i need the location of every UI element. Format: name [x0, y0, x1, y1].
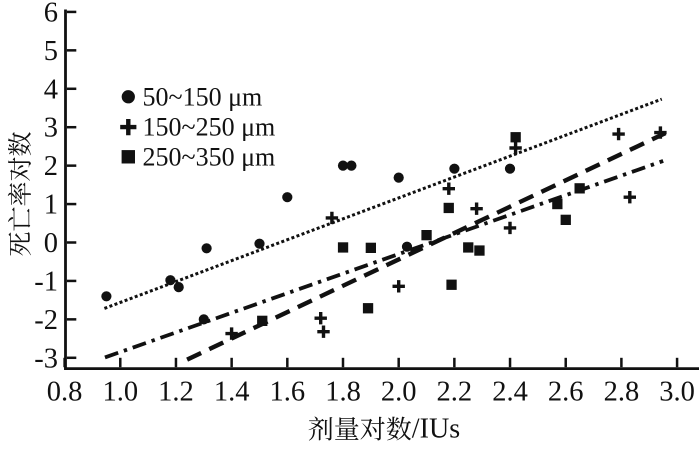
data-point-plus — [392, 280, 405, 293]
data-point-circle — [504, 163, 516, 174]
data-point-square — [463, 242, 474, 253]
y-axis-title-group — [7, 132, 31, 256]
data-point-square — [337, 242, 349, 253]
cjk-glyph — [7, 182, 31, 206]
data-point-square — [574, 183, 585, 194]
data-point-plus — [623, 191, 636, 204]
x-tick-label: 2.6 — [548, 377, 584, 408]
x-tick-label: 2.4 — [492, 377, 528, 408]
data-point-square — [443, 202, 454, 214]
data-point-square — [510, 132, 521, 143]
latin-text: /IUs — [412, 413, 460, 444]
series-plus — [225, 126, 667, 340]
x-tick-label: 3.0 — [659, 377, 695, 408]
cjk-glyph — [8, 132, 31, 156]
data-point-circle — [346, 160, 357, 171]
x-tick-label: 1.0 — [102, 377, 138, 408]
x-tick-label: 1.4 — [214, 377, 250, 408]
legend-label: 50~150 μm — [143, 82, 263, 111]
y-tick-label: 2 — [44, 151, 58, 182]
data-point-plus — [317, 325, 330, 338]
y-tick-label: 4 — [44, 74, 58, 105]
data-point-circle — [393, 172, 404, 183]
data-point-plus — [503, 221, 517, 235]
x-axis-title: /IUs — [308, 413, 460, 444]
axes: 0.8 1.0 1.2 1.4 1.6 1.8 2.0 2.2 2.4 2.6 2.8 3.0 -3 -2… — [34, 0, 699, 408]
y-tick-label: -2 — [34, 305, 58, 336]
data-point-plus — [314, 312, 327, 325]
legend-marker-square — [121, 150, 135, 164]
series-circle — [101, 160, 516, 325]
trend-line-dash-dot — [104, 159, 664, 360]
data-point-circle — [254, 238, 265, 249]
trend-line-dotted — [103, 97, 663, 310]
data-point-circle — [198, 314, 209, 325]
y-tick-label: 1 — [44, 190, 58, 221]
data-point-plus — [442, 182, 455, 195]
cjk-glyph — [386, 416, 412, 441]
legend-marker-plus — [120, 119, 137, 136]
data-point-square — [365, 242, 376, 253]
data-point-square — [552, 198, 563, 210]
x-tick-label: 2.2 — [437, 377, 473, 408]
legend-item: 50~150 μm — [121, 82, 263, 111]
data-point-plus — [612, 127, 625, 141]
data-point-circle — [201, 243, 212, 254]
cjk-glyph — [8, 157, 31, 181]
data-point-square — [421, 230, 432, 241]
data-point-circle — [401, 241, 413, 252]
data-point-plus — [225, 327, 238, 340]
y-tick-label: 5 — [44, 36, 58, 67]
x-tick-label: 0.8 — [47, 377, 83, 408]
data-points — [101, 126, 667, 340]
x-tick-label: 2.8 — [604, 377, 640, 408]
data-point-plus — [470, 202, 483, 215]
legend-label: 250~350 μm — [143, 142, 276, 171]
cjk-glyph — [308, 416, 333, 441]
data-point-square — [560, 214, 571, 225]
cjk-glyph — [8, 232, 31, 256]
legend-item: 150~250 μm — [120, 113, 275, 142]
data-point-circle — [337, 160, 349, 171]
legend-label: 150~250 μm — [143, 113, 276, 142]
x-tick-label: 2.0 — [381, 377, 417, 408]
y-tick-label: 0 — [44, 228, 58, 259]
data-point-square — [257, 315, 268, 326]
x-tick-label: 1.6 — [270, 377, 306, 408]
y-tick-label: -1 — [34, 266, 58, 297]
y-tick-label: 6 — [44, 0, 58, 28]
x-tick-label: 1.8 — [325, 377, 361, 408]
cjk-glyph — [335, 416, 359, 440]
data-point-circle — [282, 192, 293, 203]
series-square — [257, 132, 585, 326]
data-point-circle — [165, 275, 176, 286]
data-point-circle — [101, 291, 112, 302]
x-tick-label: 1.2 — [158, 377, 194, 408]
data-point-circle — [173, 282, 184, 293]
data-point-square — [362, 303, 374, 314]
data-point-plus — [654, 126, 667, 139]
y-axis-title — [7, 132, 31, 256]
y-tick-label: -3 — [34, 343, 58, 374]
data-point-square — [474, 245, 485, 256]
data-point-plus — [325, 211, 339, 225]
data-point-circle — [449, 163, 460, 174]
cjk-glyph — [360, 416, 385, 441]
data-point-plus — [509, 141, 522, 155]
cjk-glyph — [7, 207, 31, 231]
legend-item: 250~350 μm — [121, 142, 276, 171]
legend-marker-circle — [121, 90, 135, 104]
axis-titles: /IUs — [7, 132, 460, 444]
data-point-square — [446, 279, 457, 290]
y-tick-label: 3 — [44, 113, 58, 144]
